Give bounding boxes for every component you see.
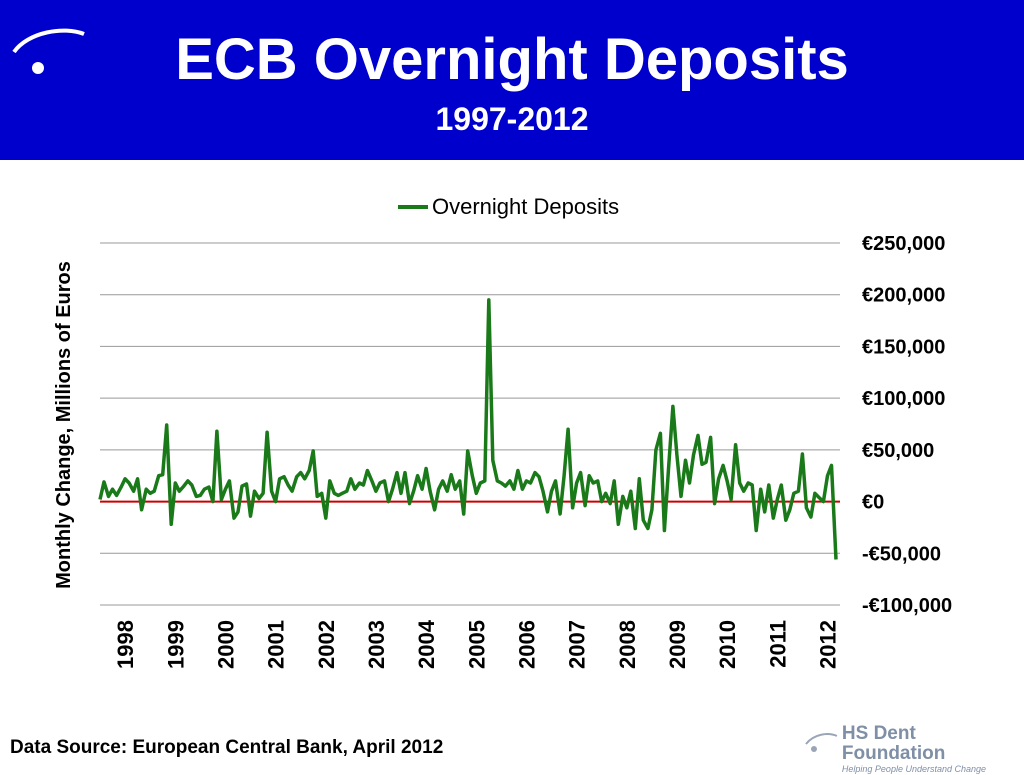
hs-dent-logo-icon [12,12,85,74]
y-tick-labels: €250,000 €200,000 €150,000 €100,000 €50,000 €… [862,233,952,617]
x-tick-label: 2001 [264,620,289,669]
x-tick-label: 2006 [514,620,539,669]
x-tick-label: 2004 [414,619,439,669]
x-tick-label: 2008 [615,620,640,669]
brand-swoosh-icon [805,726,838,752]
title-banner: ECB Overnight Deposits 1997-2012 [0,0,1024,160]
brand-tagline: Helping People Understand Change [841,764,987,774]
x-tick-label: 2000 [213,620,238,669]
series-group [98,298,838,560]
x-tick-label: 2007 [565,620,590,669]
x-tick-label: 1998 [113,620,138,669]
x-tick-label: 1999 [163,620,188,669]
y-tick-label: €200,000 [862,285,945,307]
x-tick-label: 2003 [364,620,389,669]
brand-name: HS Dent Foundation [841,723,946,764]
y-tick-label: €150,000 [862,336,945,358]
y-tick-label: €250,000 [862,233,945,255]
y-tick-label: €50,000 [862,440,934,462]
page-title: ECB Overnight Deposits [175,27,849,92]
x-tick-label: 2012 [815,620,840,669]
y-tick-label: €0 [862,492,884,514]
y-tick-label: -€50,000 [862,543,941,565]
footer-brand: HS Dent Foundation Helping People Unders… [804,724,1024,775]
x-tick-label: 2002 [314,620,339,669]
legend-label: Overnight Deposits [432,194,620,219]
chart-legend: Overnight Deposits [398,194,619,220]
data-source-note: Data Source: European Central Bank, Apri… [10,737,444,758]
grid-lines [100,242,840,606]
page-subtitle: 1997-2012 [435,101,589,137]
x-tick-label: 2009 [665,620,690,669]
legend-swatch [398,205,428,209]
y-tick-label: -€100,000 [862,595,952,617]
series-line-overnight-deposits [98,298,838,560]
x-tick-label: 2010 [715,620,740,669]
x-tick-labels: 1998 1999 2000 2001 2002 2003 2004 2005 2006 2007… [113,619,840,669]
x-tick-label: 2011 [765,620,790,668]
y-tick-label: €100,000 [862,388,945,410]
x-tick-label: 2005 [464,620,489,669]
